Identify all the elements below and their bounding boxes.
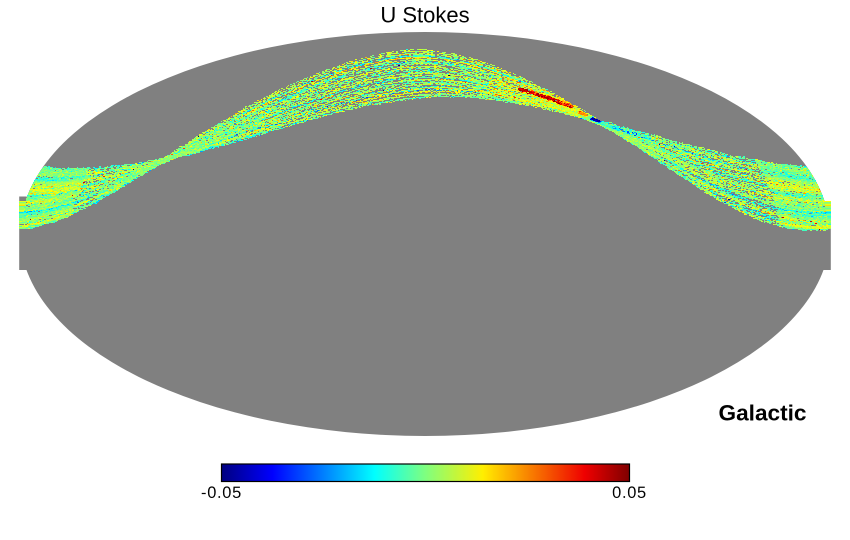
svg-text:Galactic: Galactic [719,401,807,426]
svg-text:U Stokes: U Stokes [380,3,469,28]
svg-text:0.05: 0.05 [612,484,647,502]
svg-text:-0.05: -0.05 [201,484,242,502]
